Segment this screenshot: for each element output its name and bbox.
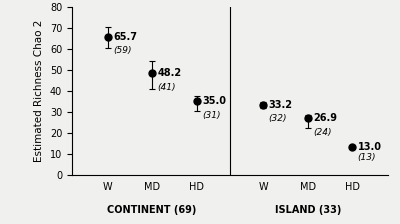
Text: 48.2: 48.2 xyxy=(158,69,182,78)
Text: (31): (31) xyxy=(202,111,220,120)
Text: ISLAND (33): ISLAND (33) xyxy=(275,205,341,215)
Text: 33.2: 33.2 xyxy=(269,100,293,110)
Text: 65.7: 65.7 xyxy=(113,32,137,42)
Text: CONTINENT (69): CONTINENT (69) xyxy=(108,205,197,215)
Text: (24): (24) xyxy=(313,128,332,137)
Text: (41): (41) xyxy=(158,83,176,92)
Text: (32): (32) xyxy=(269,114,287,123)
Text: 26.9: 26.9 xyxy=(313,113,337,123)
Y-axis label: Estimated Richness Chao 2: Estimated Richness Chao 2 xyxy=(34,19,44,162)
Text: 13.0: 13.0 xyxy=(358,142,382,152)
Text: (59): (59) xyxy=(113,46,132,55)
Text: 35.0: 35.0 xyxy=(202,96,226,106)
Text: (13): (13) xyxy=(358,153,376,162)
